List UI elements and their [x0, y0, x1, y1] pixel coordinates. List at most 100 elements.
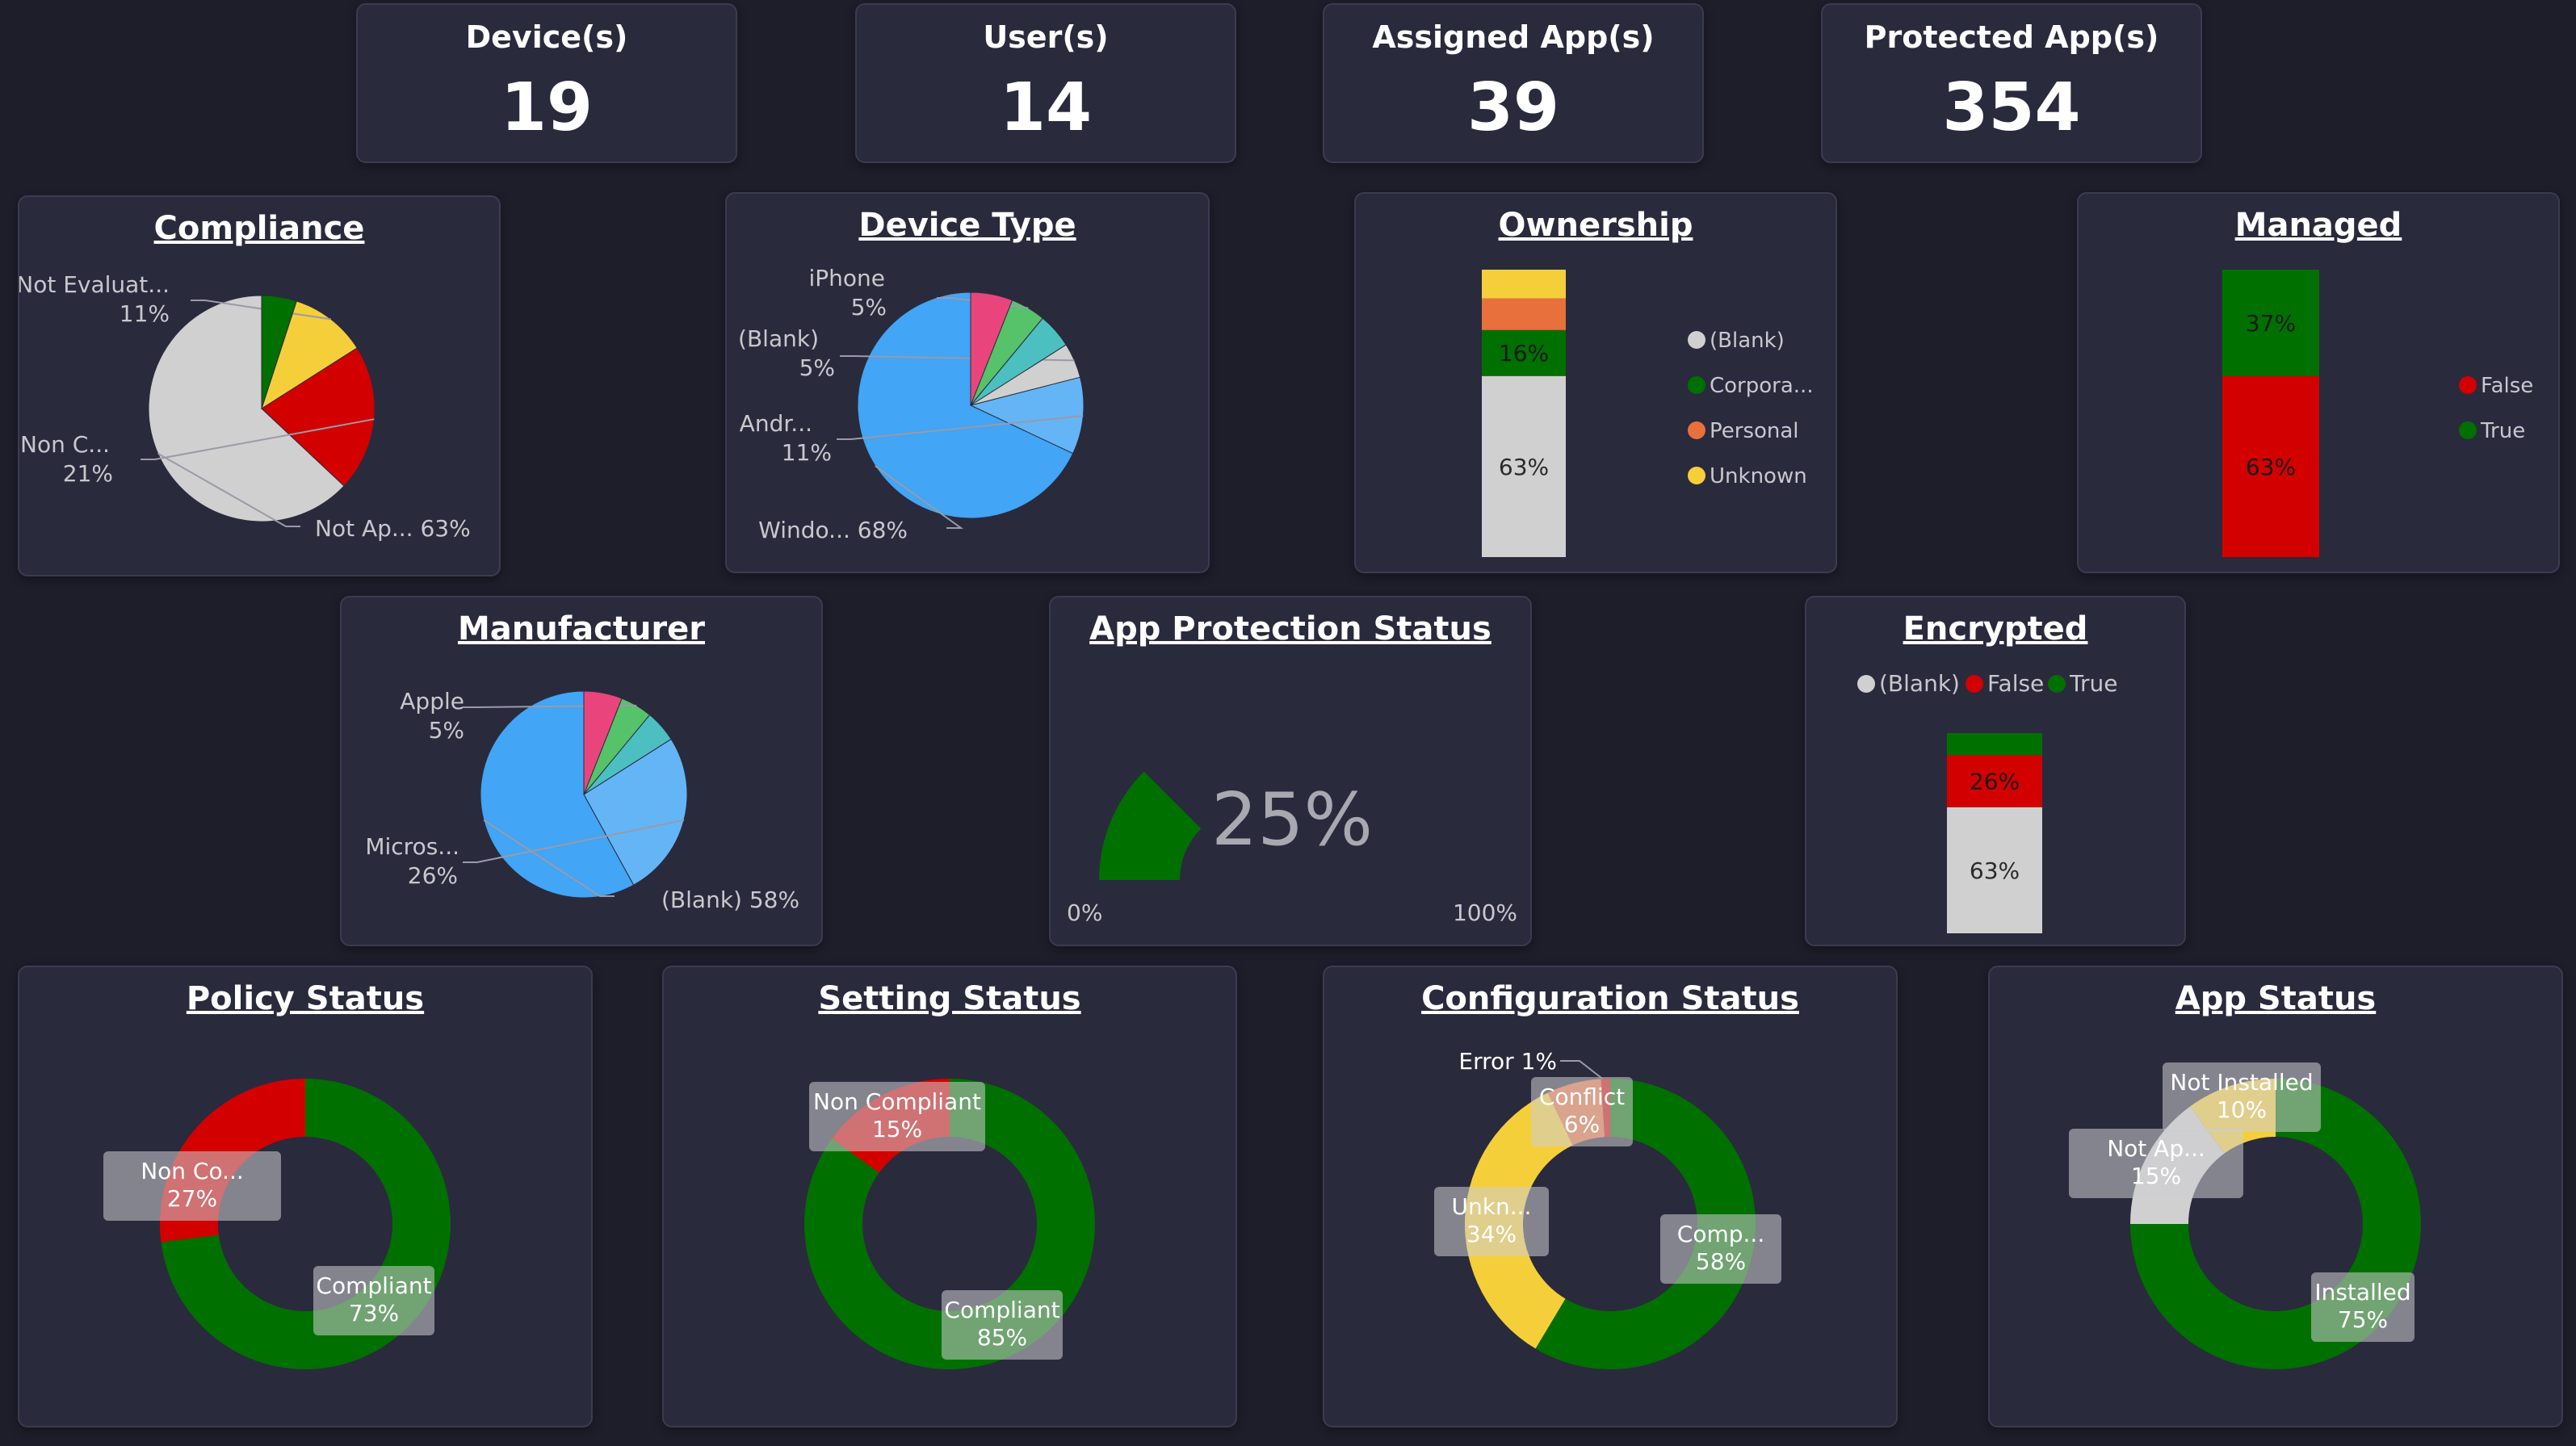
policy-status-card[interactable]: Policy Status Compliant 73% Non Co... 27% — [18, 966, 593, 1427]
leader-line — [483, 819, 615, 897]
donut-pct: 85% — [977, 1324, 1027, 1351]
donut-slice — [1535, 1079, 1756, 1369]
legend-label: Personal — [1710, 419, 1799, 443]
donut-label: Unkn... — [1452, 1193, 1532, 1220]
donut-label: Comp... — [1677, 1221, 1764, 1247]
label-box — [1660, 1214, 1781, 1284]
chart-title: Configuration Status — [1421, 980, 1799, 1017]
kpi-devices-card[interactable]: Device(s) 19 — [356, 3, 737, 163]
chart-title: Setting Status — [818, 980, 1081, 1017]
donut-pct: 15% — [872, 1116, 922, 1142]
legend-label: Corpora... — [1710, 374, 1814, 398]
chart-title: Manufacturer — [457, 610, 706, 648]
configuration-status-card[interactable]: Configuration Status Comp... 58% Unkn... 34… — [1323, 966, 1898, 1427]
device-type-card[interactable]: Device Type Windo... 68% Andr... 11% (Blank… — [725, 192, 1210, 573]
kpi-label: Device(s) — [465, 19, 628, 55]
legend-label: (Blank) — [1710, 329, 1785, 353]
slice-pct: 21% — [63, 460, 113, 487]
legend-marker — [2048, 675, 2066, 693]
donut-label: Error 1% — [1458, 1048, 1557, 1075]
bar-label: 37% — [2246, 310, 2296, 337]
label-box — [103, 1151, 281, 1221]
kpi-label: Protected App(s) — [1864, 19, 2159, 55]
slice-label: Apple — [400, 688, 464, 715]
legend-label: True — [2069, 670, 2117, 697]
chart-svg: 63% 26% (Blank) False True — [1857, 670, 2117, 933]
leader-line — [463, 819, 685, 863]
slice-label: (Blank) — [738, 325, 819, 352]
leader-line — [157, 452, 300, 527]
gauge-fill — [1099, 771, 1202, 880]
donut-label: Compliant — [944, 1297, 1059, 1323]
leader-line — [837, 415, 1084, 440]
bar-label: 63% — [1499, 454, 1549, 480]
kpi-protected-apps-card[interactable]: Protected App(s) 354 — [1821, 3, 2202, 163]
legend-label: False — [1987, 670, 2044, 697]
chart-title: Policy Status — [186, 980, 425, 1017]
slice-pct: 5% — [429, 717, 464, 744]
slice-label: iPhone — [808, 265, 885, 291]
legend-marker — [2459, 376, 2477, 394]
slice-label: Non C... — [20, 431, 110, 458]
legend-label: True — [2480, 419, 2525, 443]
legend-marker — [1966, 675, 1983, 693]
leader-line — [875, 465, 964, 529]
ownership-card[interactable]: Ownership 63% 16% (Blank) Corpora... Persona… — [1354, 192, 1837, 573]
legend-label: (Blank) — [1879, 670, 1960, 697]
donut-pct: 34% — [1466, 1221, 1517, 1247]
pie-slice — [970, 291, 1013, 406]
label-box — [942, 1290, 1063, 1360]
donut-pct: 73% — [349, 1300, 399, 1327]
legend-marker — [1688, 421, 1705, 439]
compliance-card[interactable]: Compliance Not Ap... 63% Non C... 21% Not E… — [18, 195, 501, 576]
leader-line — [463, 704, 637, 708]
chart-title: Encrypted — [1903, 610, 2088, 648]
donut-label: Not Installed — [2170, 1069, 2313, 1096]
kpi-label: Assigned App(s) — [1372, 19, 1655, 55]
legend-marker — [1688, 467, 1705, 484]
donut-pct: 58% — [1696, 1248, 1746, 1275]
bar-segment — [1482, 270, 1566, 299]
gauge-value: 25% — [1211, 777, 1373, 862]
legend-label: Unknown — [1710, 464, 1807, 488]
chart-title: Managed — [2234, 207, 2402, 244]
kpi-users-card[interactable]: User(s) 14 — [855, 3, 1236, 163]
kpi-assigned-apps-card[interactable]: Assigned App(s) 39 — [1323, 3, 1704, 163]
slice-label: (Blank) 58% — [661, 886, 799, 913]
chart-title: App Protection Status — [1089, 610, 1491, 648]
manufacturer-card[interactable]: Manufacturer (Blank) 58% Micros... 26% Appl… — [340, 596, 823, 946]
label-box — [1434, 1187, 1549, 1256]
app-protection-card[interactable]: App Protection Status 25% 0% 100% — [1049, 596, 1532, 946]
chart-title: Device Type — [858, 207, 1076, 244]
label-box — [2069, 1129, 2243, 1198]
managed-card[interactable]: Managed 63% 37% False True — [2077, 192, 2560, 573]
kpi-value: 19 — [500, 69, 594, 146]
donut-label: Not Ap... — [2107, 1135, 2205, 1162]
bar-segment — [1947, 755, 2042, 807]
gauge-min: 0% — [1067, 899, 1102, 926]
pie-slice — [583, 690, 623, 795]
label-box — [2311, 1272, 2414, 1342]
donut-pct: 6% — [1564, 1111, 1600, 1138]
donut-label: Conflict — [1539, 1083, 1625, 1110]
app-status-card[interactable]: App Status Installed 75% Not Ap... 15% Not I… — [1988, 966, 2563, 1427]
bar-segment — [1482, 375, 1566, 557]
donut-pct: 15% — [2131, 1163, 2181, 1189]
bar-segment — [2222, 375, 2319, 557]
label-box — [313, 1266, 434, 1335]
setting-status-card[interactable]: Setting Status Compliant 85% Non Compliant… — [662, 966, 1237, 1427]
chart-title: Compliance — [153, 210, 365, 247]
chart-svg: 25% 0% 100% — [1067, 771, 1517, 926]
slice-pct: 11% — [120, 300, 170, 327]
bar-label: 63% — [1970, 857, 2020, 884]
bar-segment — [1947, 733, 2042, 756]
label-box — [1531, 1077, 1633, 1146]
bar-segment — [2222, 270, 2319, 376]
encrypted-card[interactable]: Encrypted 63% 26% (Blank) False True — [1805, 596, 2186, 946]
chart-svg: Not Ap... 63% Non C...21% Not Evaluat...11… — [19, 271, 471, 542]
leader-line — [141, 418, 375, 460]
